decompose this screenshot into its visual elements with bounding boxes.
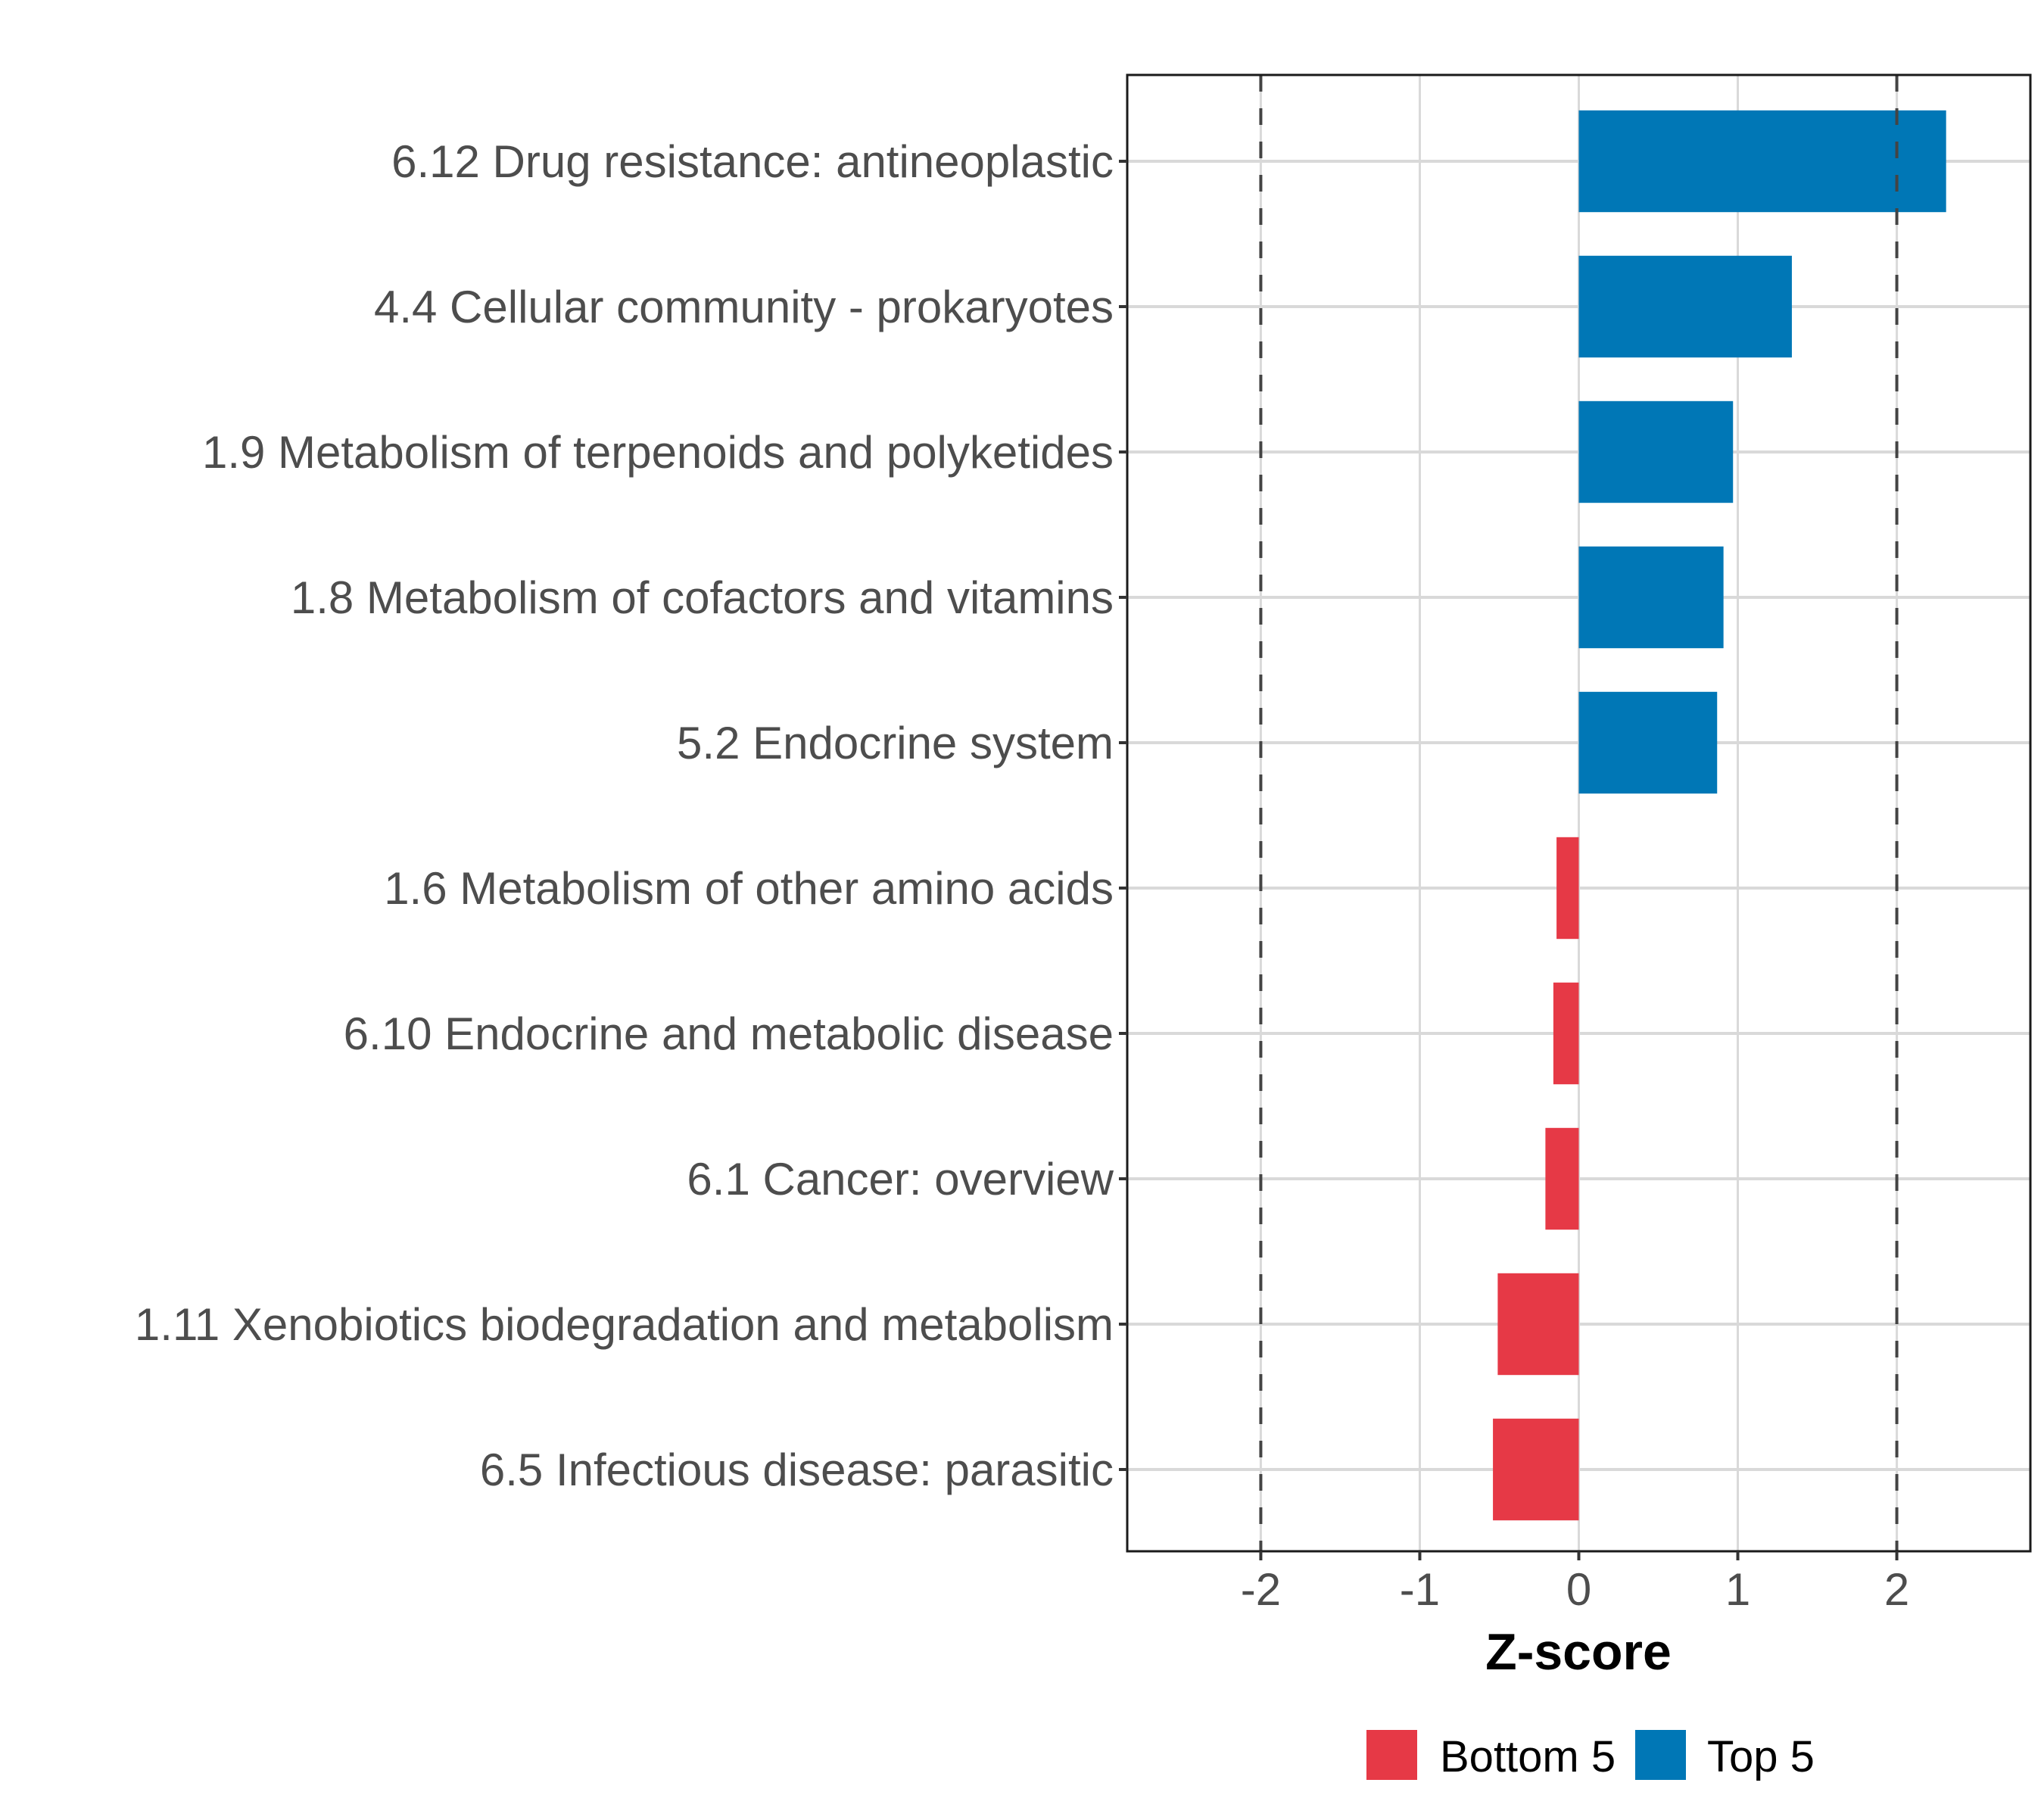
x-axis-title: Z-score: [1485, 1623, 1672, 1681]
bar: [1578, 546, 1724, 649]
x-tick-label: 1: [1725, 1564, 1750, 1615]
y-tick-label: 1.6 Metabolism of other amino acids: [384, 863, 1114, 914]
x-tick-label: 2: [1884, 1564, 1909, 1615]
bar: [1578, 110, 1946, 213]
bar: [1493, 1418, 1579, 1521]
legend-key: [1366, 1730, 1417, 1780]
y-tick-label: 1.11 Xenobiotics biodegradation and meta…: [135, 1299, 1114, 1350]
y-tick-label: 6.5 Infectious disease: parasitic: [480, 1445, 1114, 1495]
x-tick-label: -2: [1241, 1564, 1281, 1615]
legend-key: [1635, 1730, 1686, 1780]
reference-lines: [1259, 75, 1899, 1551]
x-tick-label: 0: [1566, 1564, 1591, 1615]
y-axis: 6.12 Drug resistance: antineoplastic 4.4 …: [135, 136, 1127, 1495]
y-tick-label: 1.9 Metabolism of terpenoids and polyket…: [202, 427, 1114, 478]
y-tick-label: 6.1 Cancer: overview: [687, 1154, 1114, 1205]
bar: [1578, 255, 1792, 358]
y-tick-label: 5.2 Endocrine system: [677, 718, 1114, 768]
y-tick-label: 6.12 Drug resistance: antineoplastic: [391, 136, 1114, 187]
bar: [1556, 837, 1579, 940]
legend-label: Top 5: [1707, 1732, 1815, 1781]
legend-label: Bottom 5: [1440, 1732, 1616, 1781]
legend: Bottom 5 Top 5: [1366, 1730, 1815, 1781]
y-tick-label: 1.8 Metabolism of cofactors and vitamins: [291, 572, 1114, 623]
bar: [1578, 691, 1718, 794]
bar: [1545, 1127, 1579, 1230]
bar: [1497, 1273, 1579, 1376]
y-tick-label: 4.4 Cellular community - prokaryotes: [374, 282, 1114, 332]
y-tick-label: 6.10 Endocrine and metabolic disease: [344, 1008, 1114, 1059]
x-axis: -2 -1 0 1 2: [1241, 1551, 1909, 1615]
x-tick-label: -1: [1400, 1564, 1440, 1615]
bar: [1553, 982, 1579, 1085]
bars: [1493, 110, 1946, 1521]
bar: [1578, 400, 1734, 503]
